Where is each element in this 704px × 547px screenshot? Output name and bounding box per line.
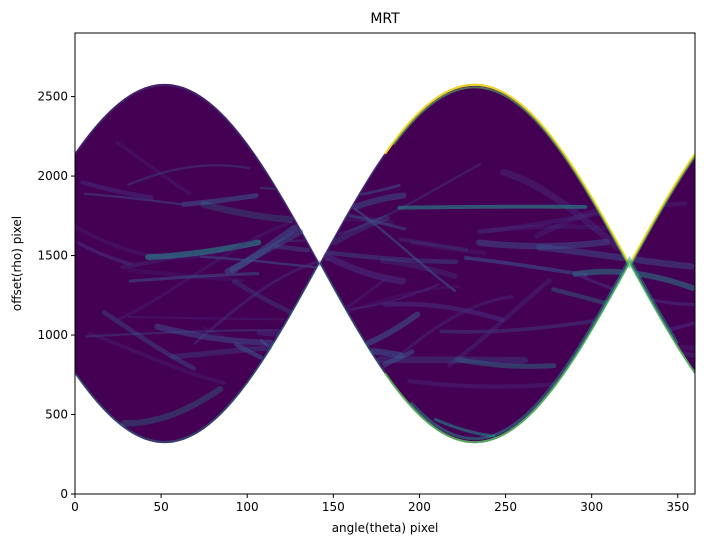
heatmap-streak [331,214,390,246]
plot-frame [74,32,696,495]
heatmap-streak [551,287,608,306]
x-tick-label: 100 [236,500,259,514]
heatmap-streak [127,164,251,186]
heatmap-streak [127,315,286,321]
heatmap-edge [384,83,695,267]
heatmap-streak [347,285,461,314]
heatmap-streak [353,207,457,293]
heatmap-streak [80,180,154,200]
heatmap-edge [409,255,680,441]
heatmap-streak [274,244,459,265]
heatmap-streak [447,278,552,368]
heatmap-streak [346,277,388,309]
heatmap-streak [347,283,440,311]
x-tick-label: 50 [153,500,168,514]
heatmap-streak [407,378,556,389]
heatmap-streak [232,279,293,315]
heatmap-streak [376,356,529,364]
heatmap-streak [578,274,695,307]
heatmap-edge [392,86,695,270]
heatmap-edge [384,260,695,444]
y-tick-label: 1000 [37,328,68,342]
heatmap-area [75,83,695,444]
heatmap-streak [181,193,259,207]
heatmap-streak [370,348,404,359]
heatmap-streak [410,240,487,256]
x-tick-label: 250 [494,500,517,514]
heatmap-streak [234,342,415,367]
heatmap-streak [289,163,482,243]
heatmap-streak [476,224,609,234]
y-tick-label: 0 [60,487,68,501]
x-tick-label: 200 [408,500,431,514]
heatmap-edge [75,84,386,267]
heatmap-streak [379,257,458,280]
heatmap-streak [454,356,557,369]
heatmap-streak [117,220,294,321]
x-axis-label: angle(theta) pixel [332,521,439,535]
y-tick-label: 2500 [37,90,68,104]
heatmap-streak [88,331,227,385]
heatmap-streak [77,241,133,266]
heatmap-streak [667,321,695,332]
heatmap-streak [366,311,421,346]
heatmap-streak [463,256,589,277]
heatmap-streak [323,252,406,285]
heatmap-streak [359,183,401,196]
x-tick-label: 300 [580,500,603,514]
heatmap-edge [75,260,386,443]
heatmap-streak [433,417,496,438]
heatmap-streak [145,239,262,260]
heatmap-streak [83,192,183,206]
y-axis-label: offset(rho) pixel [10,216,24,311]
heatmap-streak [476,238,610,250]
heatmap-streak [479,201,688,234]
heatmap-streak [397,204,588,210]
heatmap-streak [203,326,268,353]
x-tick-label: 0 [71,500,79,514]
heatmap-streak [154,323,274,346]
heatmap-streak [257,329,280,337]
y-axis-ticks: 0 500 1000 1500 2000 2500 [37,90,75,501]
heatmap-streak [115,140,192,196]
heatmap-streak [120,254,177,270]
chart-title: MRT [370,11,400,27]
heatmap-streak [120,385,224,427]
heatmap-edges [75,83,695,444]
heatmap-streak [199,255,316,269]
heatmap-streak [170,345,272,360]
heatmap-streak [193,257,331,345]
heatmap-streak [224,192,407,275]
heatmap-streak [128,272,260,283]
heatmap-streak [382,295,514,370]
x-tick-label: 150 [322,500,345,514]
y-tick-label: 2000 [37,169,68,183]
heatmap-streak [200,201,294,223]
heatmap-streak [259,186,276,191]
heatmap-streak [398,237,469,252]
x-tick-label: 350 [666,500,689,514]
heatmap-streak [347,213,407,231]
heatmap-streak [500,168,621,251]
heatmap-envelope [75,83,695,444]
heatmap-streak [101,310,197,371]
heatmap-streak [439,319,595,334]
x-axis-ticks: 0 50 100 150 200 250 300 350 [71,494,689,514]
heatmap-streaks [75,140,695,438]
heatmap-streak [533,208,598,239]
y-tick-label: 500 [45,408,68,422]
heatmap-streak [680,351,695,358]
heatmap-streak [382,301,505,323]
y-tick-label: 1500 [37,249,68,263]
